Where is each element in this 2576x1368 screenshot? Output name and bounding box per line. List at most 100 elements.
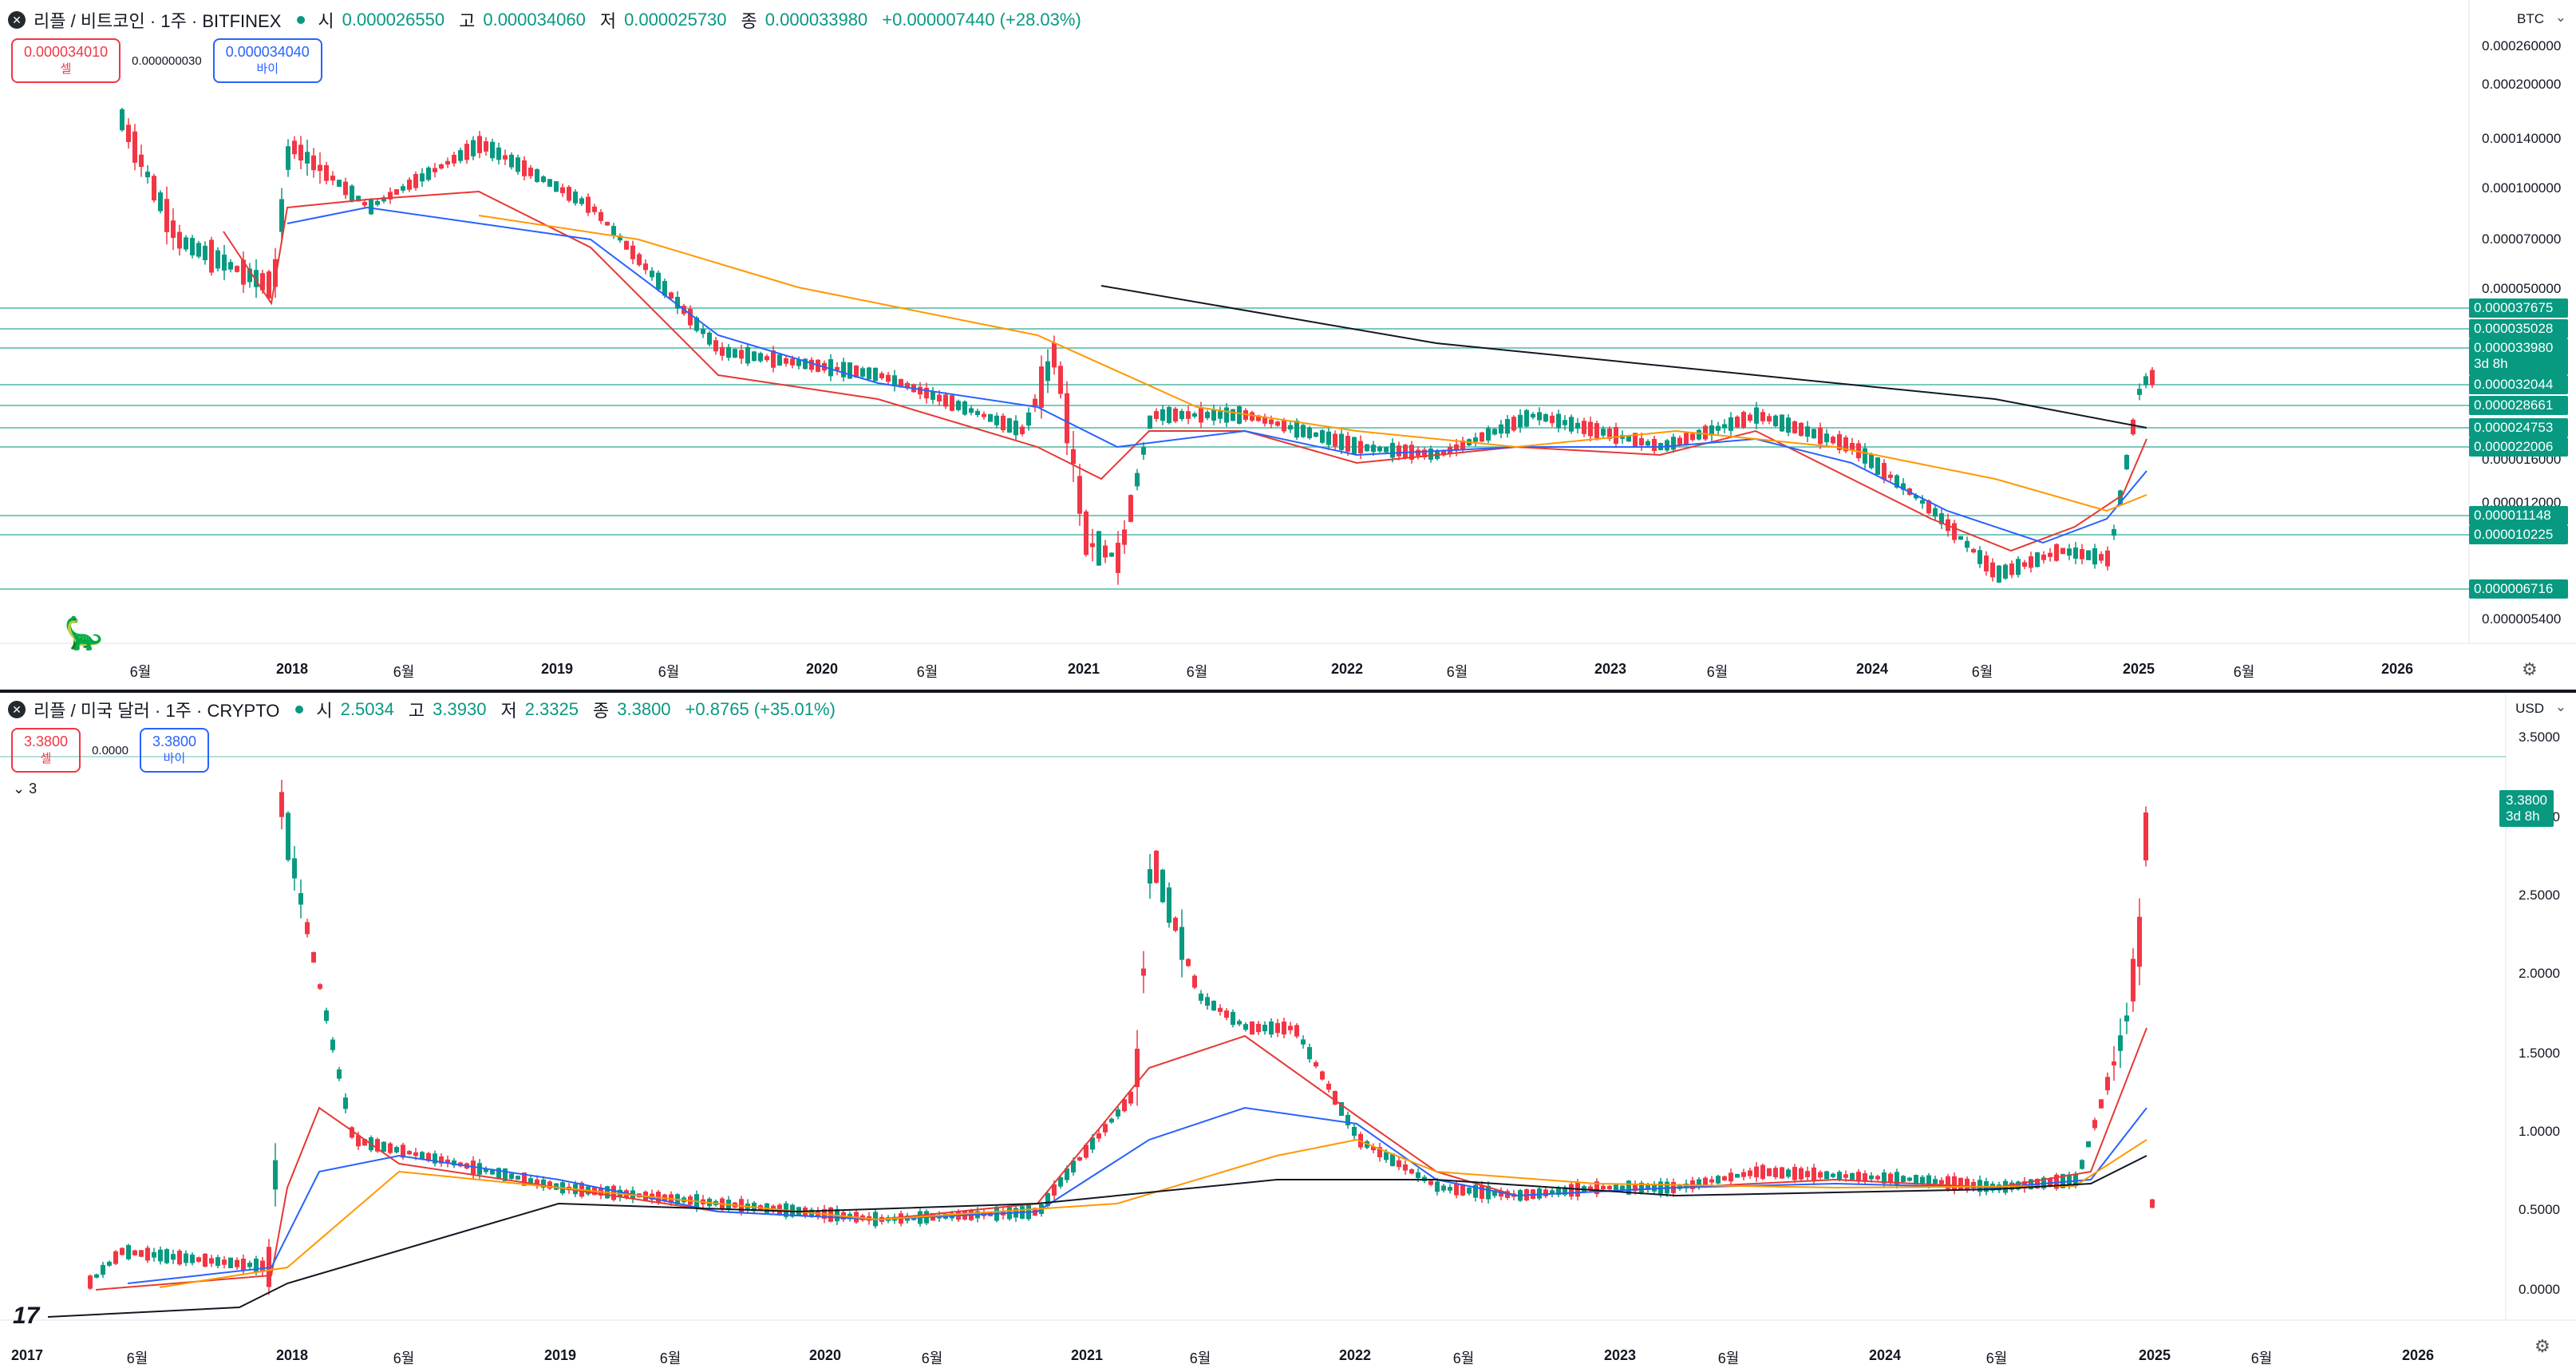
candle-body <box>1505 419 1510 434</box>
market-status-icon[interactable] <box>295 706 304 714</box>
candle-body <box>1556 1188 1561 1196</box>
candle-body <box>1173 408 1178 422</box>
spread-value: 0.0000 <box>92 743 128 757</box>
time-tick-label: 6월 <box>1706 664 1729 680</box>
candle-body <box>1614 1184 1618 1191</box>
candle-body <box>1716 1176 1721 1184</box>
candle-body <box>1033 398 1037 408</box>
sell-label: 셀 <box>40 752 52 765</box>
candle-body <box>752 351 757 362</box>
candle-body <box>305 152 310 164</box>
candle-body <box>222 254 227 271</box>
candle-body <box>132 131 137 163</box>
candle-body <box>1492 429 1497 435</box>
currency-selector[interactable]: BTC <box>2517 11 2544 26</box>
sell-button[interactable]: 3.3800 셀 <box>11 728 81 773</box>
candle-body <box>458 150 463 161</box>
price-tick-label: 0.000140000 <box>2482 131 2562 146</box>
pane-divider[interactable] <box>0 690 2576 693</box>
price-tick-label: 2.0000 <box>2519 966 2560 981</box>
candle-body <box>1850 443 1855 450</box>
candle-body <box>1907 1177 1912 1181</box>
candle-body <box>139 154 144 168</box>
candle-body <box>1103 1124 1108 1133</box>
trading-buttons: 0.000034010 셀 0.000000030 0.000034040 바이 <box>11 38 322 83</box>
time-tick-label: 6월 <box>126 1350 148 1366</box>
market-status-icon[interactable] <box>297 16 306 24</box>
candle-body <box>1231 1011 1235 1026</box>
tradingview-logo[interactable]: 17 <box>13 1303 40 1329</box>
candle-body <box>1128 1091 1133 1104</box>
candle-body <box>1148 868 1152 884</box>
price-tick-label: 0.000260000 <box>2482 38 2562 53</box>
candle-body <box>330 176 335 181</box>
candle-body <box>1256 415 1261 421</box>
candle-body <box>1224 1010 1229 1018</box>
candle-body <box>867 367 871 380</box>
candle-body <box>1243 1024 1248 1030</box>
candle-body <box>624 240 629 250</box>
buy-button[interactable]: 3.3800 바이 <box>139 728 210 773</box>
chevron-down-icon[interactable]: ⌄ <box>2554 10 2566 25</box>
candle-body <box>420 173 425 182</box>
candle-body <box>2092 548 2097 565</box>
candle-body <box>1735 1173 1740 1178</box>
buy-button[interactable]: 0.000034040 바이 <box>212 38 322 83</box>
horizontal-line-badge: 0.000022006 <box>2469 437 2568 457</box>
candle-body <box>120 1247 124 1255</box>
candle-body <box>1192 975 1197 988</box>
candle-body <box>171 220 176 239</box>
candle-body <box>1703 1177 1708 1187</box>
candle-body <box>1352 437 1357 455</box>
chart-canvas-xrpusd[interactable] <box>0 693 2576 1368</box>
candle-body <box>1103 545 1108 558</box>
gear-icon[interactable]: ⚙ <box>2522 659 2538 679</box>
candle-body <box>1058 1176 1063 1187</box>
gear-icon[interactable]: ⚙ <box>2535 1336 2550 1356</box>
candle-body <box>375 1139 380 1152</box>
candle-body <box>1397 1160 1401 1168</box>
candle-body <box>113 1251 118 1264</box>
candle-body <box>471 140 476 156</box>
candle-body <box>1818 427 1823 445</box>
symbol-title[interactable]: 리플 / 비트코인 · 1주 · BITFINEX <box>34 11 282 31</box>
candle-body <box>1013 420 1018 436</box>
time-tick-label: 6월 <box>1189 1350 1211 1366</box>
candle-body <box>464 144 469 160</box>
candle-body <box>701 329 705 334</box>
candle-body <box>1958 1177 1963 1191</box>
candle-body <box>1831 437 1835 444</box>
candle-body <box>1441 450 1446 456</box>
chart-pane-xrpbtc[interactable]: ✕ 리플 / 비트코인 · 1주 · BITFINEX 시 0.000026550… <box>0 0 2576 691</box>
sell-button[interactable]: 0.000034010 셀 <box>11 38 121 83</box>
candle-body <box>1179 927 1184 960</box>
candle-body <box>2150 370 2155 385</box>
chart-canvas-xrpbtc[interactable] <box>0 0 2576 691</box>
trading-buttons: 3.3800 셀 0.0000 3.3800 바이 <box>11 728 210 773</box>
candle-body <box>1135 1048 1140 1088</box>
price-tick-label: 1.5000 <box>2519 1046 2560 1061</box>
candle-body <box>292 140 297 155</box>
symbol-legend[interactable]: ✕ 리플 / 미국 달러 · 1주 · CRYPTO 시 2.5034 고 3.39… <box>8 698 842 722</box>
symbol-legend[interactable]: ✕ 리플 / 비트코인 · 1주 · BITFINEX 시 0.000026550… <box>8 8 1088 32</box>
candle-body <box>2003 564 2008 579</box>
ohlc-close-label: 종 <box>741 11 757 31</box>
candle-body <box>1256 1023 1261 1033</box>
candle-body <box>2086 550 2091 560</box>
candle-body <box>854 365 859 378</box>
candle-body <box>1646 1185 1650 1190</box>
chart-pane-xrpusd[interactable]: ✕ 리플 / 미국 달러 · 1주 · CRYPTO 시 2.5034 고 3.39… <box>0 693 2576 1368</box>
candle-body <box>1397 445 1401 457</box>
symbol-title[interactable]: 리플 / 미국 달러 · 1주 · CRYPTO <box>34 701 280 721</box>
candle-body <box>656 272 661 290</box>
candle-body <box>2041 554 2046 560</box>
chevron-down-icon[interactable]: ⌄ <box>2554 699 2566 714</box>
candle-body <box>1384 447 1389 453</box>
candle-body <box>1971 1181 1976 1189</box>
indicators-toggle[interactable]: ⌄ 3 <box>13 781 37 797</box>
currency-selector[interactable]: USD <box>2515 701 2544 716</box>
candle-body <box>637 254 642 266</box>
candle-body <box>1811 1167 1816 1182</box>
candle-body <box>1729 417 1733 431</box>
candle-body <box>2112 528 2116 536</box>
